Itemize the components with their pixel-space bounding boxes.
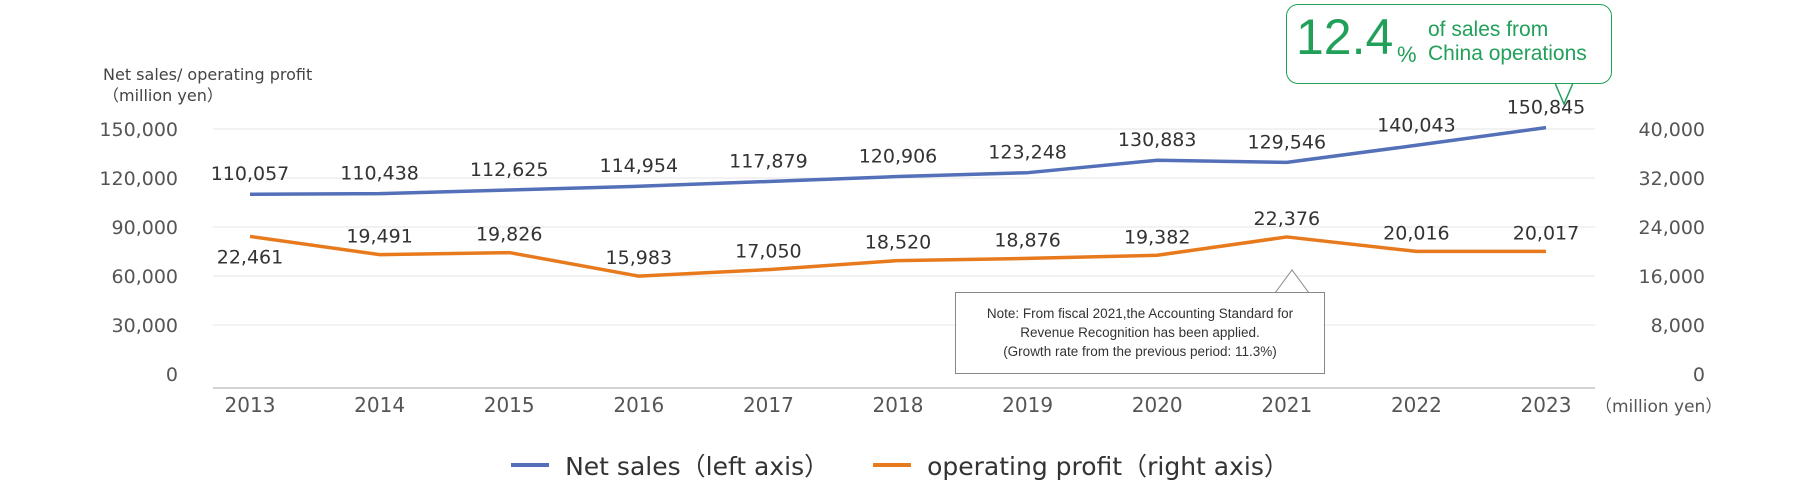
x-tick-label: 2013 [225, 393, 276, 417]
y-axis-title: Net sales/ operating profit （million yen… [103, 64, 312, 106]
operating-profit-data-label: 19,491 [346, 226, 412, 248]
y-right-tick-label: 16,000 [1639, 266, 1705, 288]
net-sales-data-label: 110,057 [211, 163, 290, 185]
y-left-tick-label: 30,000 [112, 315, 178, 337]
x-tick-label: 2014 [354, 393, 405, 417]
note-line1: Note: From fiscal 2021,the Accounting St… [986, 306, 1294, 321]
net-sales-data-label: 114,954 [600, 155, 679, 177]
x-tick-label: 2019 [1002, 393, 1053, 417]
x-tick-label: 2018 [873, 393, 924, 417]
operating-profit-data-label: 18,520 [865, 232, 931, 254]
operating-profit-data-label: 20,016 [1383, 222, 1449, 244]
operating-profit-data-label: 17,050 [735, 241, 801, 263]
y-right-tick-label: 8,000 [1651, 315, 1705, 337]
net-sales-data-label: 110,438 [340, 163, 419, 185]
x-tick-label: 2023 [1521, 393, 1572, 417]
x-tick-label: 2016 [613, 393, 664, 417]
net-sales-data-label: 112,625 [470, 159, 549, 181]
y-left-tick-label: 60,000 [112, 266, 178, 288]
net-sales-data-label: 123,248 [988, 142, 1067, 164]
operating-profit-data-label: 19,826 [476, 224, 542, 246]
x-tick-label: 2015 [484, 393, 535, 417]
note-tail [1274, 269, 1310, 294]
y-axis-title-unit: （million yen） [103, 86, 223, 105]
operating-profit-data-label: 19,382 [1124, 226, 1190, 248]
legend-item-operating-profit: operating profit（right axis） [873, 447, 1289, 483]
y-left-tick-label: 90,000 [112, 217, 178, 239]
net-sales-data-label: 117,879 [729, 150, 808, 172]
legend-swatch-net-sales [511, 463, 550, 467]
legend-label-net-sales: Net sales（left axis） [565, 452, 830, 481]
x-tick-label: 2022 [1391, 393, 1442, 417]
note-line3: (Growth rate from the previous period: 1… [1003, 344, 1277, 359]
operating-profit-line [249, 234, 1547, 278]
x-tick-label: 2020 [1132, 393, 1183, 417]
net-sales-data-label: 120,906 [859, 146, 938, 168]
accounting-note: Note: From fiscal 2021,the Accounting St… [955, 292, 1325, 374]
y-right-tick-label: 40,000 [1639, 119, 1705, 141]
china-sales-callout [1286, 4, 1612, 84]
callout-text-line1: of sales from [1428, 18, 1549, 41]
note-line2: Revenue Recognition has been applied. [1020, 325, 1260, 340]
net-sales-data-label: 130,883 [1118, 129, 1197, 151]
x-tick-label: 2017 [743, 393, 794, 417]
y-left-tick-label: 0 [166, 364, 178, 386]
callout-percent-value: 12.4 [1296, 9, 1394, 65]
net-sales-data-label: 129,546 [1248, 131, 1327, 153]
y-left-tick-label: 150,000 [99, 119, 178, 141]
callout-text: of sales from China operations [1428, 18, 1587, 66]
y-axis-title-line1: Net sales/ operating profit [103, 65, 313, 84]
callout-percent-unit: % [1397, 42, 1417, 67]
y-right-tick-label: 24,000 [1639, 217, 1705, 239]
x-tick-label: 2021 [1261, 393, 1312, 417]
net-sales-data-label: 150,845 [1507, 97, 1586, 119]
legend-swatch-operating-profit [873, 463, 912, 467]
operating-profit-data-label: 22,461 [217, 246, 283, 268]
y-right-tick-label: 0 [1693, 364, 1705, 386]
y-left-tick-label: 120,000 [99, 168, 178, 190]
legend: Net sales（left axis） operating profit（ri… [0, 444, 1800, 483]
callout-text-line2: China operations [1428, 42, 1587, 65]
operating-profit-data-label: 22,376 [1254, 208, 1320, 230]
y-right-tick-label: 32,000 [1639, 168, 1705, 190]
operating-profit-data-label: 20,017 [1513, 222, 1579, 244]
legend-label-operating-profit: operating profit（right axis） [927, 452, 1289, 481]
x-axis-unit: （million yen） [1595, 397, 1722, 417]
legend-item-net-sales: Net sales（left axis） [511, 447, 829, 483]
net-sales-data-label: 140,043 [1377, 114, 1456, 136]
operating-profit-data-label: 18,876 [994, 229, 1060, 251]
net-sales-line [249, 125, 1547, 196]
operating-profit-data-label: 15,983 [606, 247, 672, 269]
